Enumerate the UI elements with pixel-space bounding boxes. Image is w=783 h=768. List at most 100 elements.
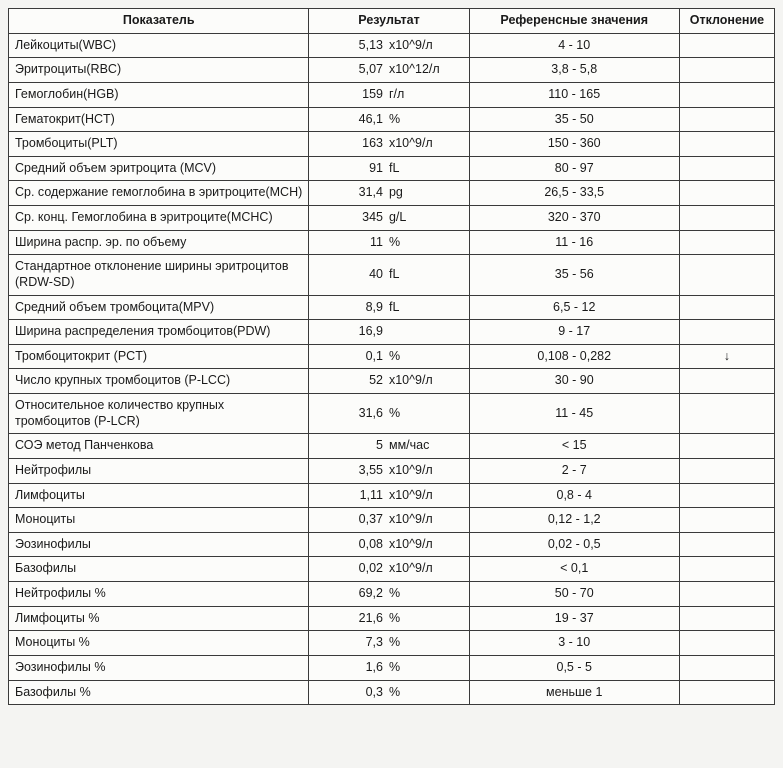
cell-deviation bbox=[679, 606, 774, 631]
cell-result: 3,55x10^9/л bbox=[309, 458, 469, 483]
cell-reference: 19 - 37 bbox=[469, 606, 679, 631]
cell-indicator: Гемоглобин(HGB) bbox=[9, 82, 309, 107]
cell-result: 0,3% bbox=[309, 680, 469, 705]
table-row: Гемоглобин(HGB)159 г/л 110 - 165 bbox=[9, 82, 775, 107]
cell-result: 0,02x10^9/л bbox=[309, 557, 469, 582]
cell-reference: 110 - 165 bbox=[469, 82, 679, 107]
result-value: 0,1 bbox=[309, 349, 383, 365]
cell-indicator: Число крупных тромбоцитов (P-LCC) bbox=[9, 369, 309, 394]
result-value: 31,6 bbox=[309, 406, 383, 422]
cell-reference: 0,5 - 5 bbox=[469, 655, 679, 680]
cell-deviation bbox=[679, 206, 774, 231]
cell-result: 31,6% bbox=[309, 394, 469, 434]
table-row: Стандартное отклонение ширины эритроцито… bbox=[9, 255, 775, 295]
cell-result: 46,1% bbox=[309, 107, 469, 132]
result-unit: % bbox=[389, 660, 463, 676]
result-value: 159 bbox=[309, 87, 383, 103]
result-value: 91 bbox=[309, 161, 383, 177]
cell-reference: 0,02 - 0,5 bbox=[469, 532, 679, 557]
table-row: Лейкоциты(WBC)5,13x10^9/л4 - 10 bbox=[9, 33, 775, 58]
result-unit: мм/час bbox=[389, 438, 463, 454]
result-unit: x10^9/л bbox=[389, 561, 463, 577]
table-row: Лимфоциты1,11x10^9/л0,8 - 4 bbox=[9, 483, 775, 508]
cell-deviation bbox=[679, 132, 774, 157]
result-value: 345 bbox=[309, 210, 383, 226]
cell-reference: 11 - 45 bbox=[469, 394, 679, 434]
cell-deviation bbox=[679, 655, 774, 680]
cell-indicator: Эозинофилы % bbox=[9, 655, 309, 680]
cell-deviation bbox=[679, 107, 774, 132]
cell-result: 11% bbox=[309, 230, 469, 255]
table-row: Базофилы0,02x10^9/л< 0,1 bbox=[9, 557, 775, 582]
cell-reference: 6,5 - 12 bbox=[469, 295, 679, 320]
cell-deviation: ↓ bbox=[679, 344, 774, 369]
result-value: 1,11 bbox=[309, 488, 383, 504]
cell-result: 5 мм/час bbox=[309, 434, 469, 459]
result-value: 52 bbox=[309, 373, 383, 389]
cell-reference: 2 - 7 bbox=[469, 458, 679, 483]
result-unit: x10^9/л bbox=[389, 463, 463, 479]
table-row: Гематокрит(HCT)46,1%35 - 50 bbox=[9, 107, 775, 132]
cell-deviation bbox=[679, 255, 774, 295]
result-unit: x10^9/л bbox=[389, 512, 463, 528]
cell-reference: 3,8 - 5,8 bbox=[469, 58, 679, 83]
cell-indicator: Нейтрофилы % bbox=[9, 582, 309, 607]
cell-indicator: Нейтрофилы bbox=[9, 458, 309, 483]
cell-reference: 35 - 56 bbox=[469, 255, 679, 295]
cell-result: 163x10^9/л bbox=[309, 132, 469, 157]
cell-result: 52x10^9/л bbox=[309, 369, 469, 394]
table-row: СОЭ метод Панченкова5мм/час< 15 bbox=[9, 434, 775, 459]
cell-result: 1,6% bbox=[309, 655, 469, 680]
result-value: 5,07 bbox=[309, 62, 383, 78]
table-row: Эритроциты(RBC)5,07x10^12/л3,8 - 5,8 bbox=[9, 58, 775, 83]
result-value: 16,9 bbox=[309, 324, 383, 340]
cell-result: 0,37x10^9/л bbox=[309, 508, 469, 533]
cell-indicator: Лимфоциты % bbox=[9, 606, 309, 631]
result-value: 11 bbox=[309, 235, 383, 251]
result-unit: fL bbox=[389, 300, 463, 316]
table-row: Число крупных тромбоцитов (P-LCC)52x10^9… bbox=[9, 369, 775, 394]
result-value: 163 bbox=[309, 136, 383, 152]
cell-indicator: Эозинофилы bbox=[9, 532, 309, 557]
cell-deviation bbox=[679, 230, 774, 255]
cell-result: 69,2% bbox=[309, 582, 469, 607]
result-value: 21,6 bbox=[309, 611, 383, 627]
col-reference: Референсные значения bbox=[469, 9, 679, 34]
result-unit: г/л bbox=[389, 87, 463, 103]
result-value: 5 bbox=[309, 438, 383, 454]
cell-deviation bbox=[679, 631, 774, 656]
result-unit: % bbox=[389, 349, 463, 365]
cell-result: 5,13x10^9/л bbox=[309, 33, 469, 58]
cell-reference: 9 - 17 bbox=[469, 320, 679, 345]
cell-indicator: Ср. содержание гемоглобина в эритроците(… bbox=[9, 181, 309, 206]
cell-deviation bbox=[679, 458, 774, 483]
result-unit: g/L bbox=[389, 210, 463, 226]
table-row: Тромбоцитокрит (PCT)0,1%0,108 - 0,282↓ bbox=[9, 344, 775, 369]
table-row: Нейтрофилы %69,2%50 - 70 bbox=[9, 582, 775, 607]
table-row: Относительное количество крупных тромбоц… bbox=[9, 394, 775, 434]
cell-reference: < 0,1 bbox=[469, 557, 679, 582]
result-unit: pg bbox=[389, 185, 463, 201]
result-unit: x10^12/л bbox=[389, 62, 463, 78]
result-value: 7,3 bbox=[309, 635, 383, 651]
cell-deviation bbox=[679, 181, 774, 206]
cell-indicator: Базофилы % bbox=[9, 680, 309, 705]
cell-deviation bbox=[679, 508, 774, 533]
result-value: 69,2 bbox=[309, 586, 383, 602]
cell-reference: 0,108 - 0,282 bbox=[469, 344, 679, 369]
result-value: 8,9 bbox=[309, 300, 383, 316]
table-row: Базофилы %0,3%меньше 1 bbox=[9, 680, 775, 705]
col-result: Результат bbox=[309, 9, 469, 34]
cell-reference: 35 - 50 bbox=[469, 107, 679, 132]
result-value: 40 bbox=[309, 267, 383, 283]
cell-indicator: Базофилы bbox=[9, 557, 309, 582]
cell-deviation bbox=[679, 557, 774, 582]
cell-deviation bbox=[679, 582, 774, 607]
table-row: Эозинофилы0,08x10^9/л0,02 - 0,5 bbox=[9, 532, 775, 557]
table-row: Средний объем эритроцита (MCV)91fL80 - 9… bbox=[9, 156, 775, 181]
cell-reference: 30 - 90 bbox=[469, 369, 679, 394]
cell-indicator: Моноциты % bbox=[9, 631, 309, 656]
cell-deviation bbox=[679, 532, 774, 557]
cell-reference: 320 - 370 bbox=[469, 206, 679, 231]
table-row: Ср. содержание гемоглобина в эритроците(… bbox=[9, 181, 775, 206]
